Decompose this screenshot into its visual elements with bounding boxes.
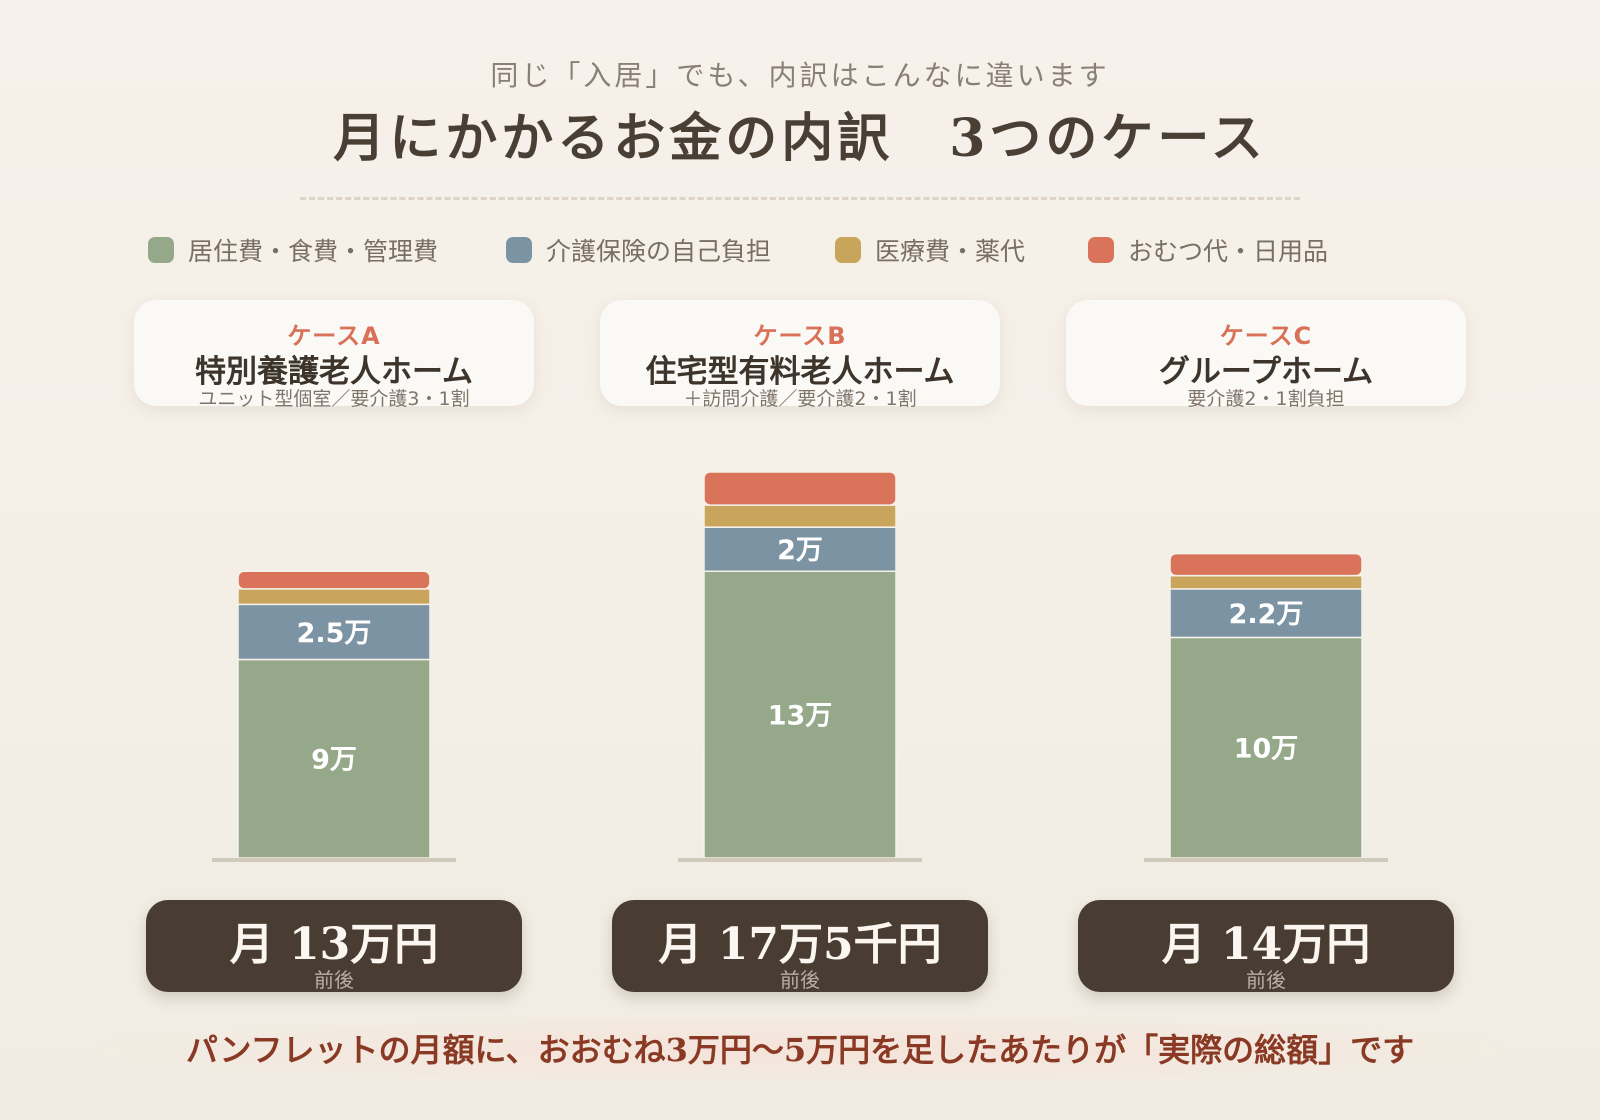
case-label: ケースA [287, 322, 381, 350]
legend-label-care: 介護保険の自己負担 [546, 237, 772, 266]
facility-name: グループホーム [1158, 354, 1374, 390]
total-note: 前後 [314, 968, 354, 992]
total-note: 前後 [780, 968, 820, 992]
divider [300, 197, 1300, 200]
baseline-a [212, 858, 456, 862]
bar-value-label-a-2: 2.5万 [297, 618, 372, 649]
legend-swatch-housing [148, 237, 174, 263]
bar-value-label-a-1: 9万 [311, 745, 357, 776]
case-label: ケースC [1219, 322, 1313, 350]
chart-subtitle: 同じ「入居」でも、内訳はこんなに違います [490, 59, 1110, 92]
total-amount: 月 13万円 [229, 919, 439, 970]
case-card-c: ケースC グループホーム 要介護2・1割負担 [1066, 300, 1466, 410]
legend-item-housing: 居住費・食費・管理費 [148, 230, 438, 270]
legend-swatch-medical [835, 237, 861, 263]
baseline-c [1144, 858, 1388, 862]
chart-title: 月にかかるお金の内訳 3つのケース [333, 108, 1267, 169]
bar-segment-b-4 [703, 471, 897, 506]
facility-detail: ＋訪問介護／要介護2・1割 [683, 388, 917, 410]
bar-segment-c-4 [1169, 552, 1363, 577]
total-amount: 月 17万5千円 [658, 919, 942, 970]
facility-name: 住宅型有料老人ホーム [645, 354, 955, 390]
bar-value-label-b-1: 13万 [768, 701, 833, 732]
bar-value-label-c-2: 2.2万 [1229, 599, 1304, 630]
bar-segment-c-2 [1169, 588, 1363, 639]
case-card-a: ケースA 特別養護老人ホーム ユニット型個室／要介護3・1割 [134, 300, 534, 410]
facility-name: 特別養護老人ホーム [194, 354, 474, 390]
bar-segment-b-1 [703, 570, 897, 859]
bar-segment-b-3 [703, 504, 897, 528]
total-box-b: 月 17万5千円 前後 [612, 900, 988, 992]
bar-segment-a-1 [237, 658, 431, 859]
bar-segment-a-3 [237, 588, 431, 606]
legend-item-diapers: おむつ代・日用品 [1088, 230, 1328, 270]
bar-segment-a-4 [237, 570, 431, 590]
bar-segment-c-3 [1169, 574, 1363, 590]
case-card-b: ケースB 住宅型有料老人ホーム ＋訪問介護／要介護2・1割 [600, 300, 1000, 410]
legend-swatch-diapers [1088, 237, 1114, 263]
baseline-b [678, 858, 922, 862]
bar-value-label-c-1: 10万 [1234, 734, 1299, 765]
bar-segment-a-2 [237, 603, 431, 661]
legend-swatch-care [506, 237, 532, 263]
case-label: ケースB [753, 322, 847, 350]
legend-item-medical: 医療費・薬代 [835, 230, 1025, 270]
bar-value-label-b-2: 2万 [777, 535, 823, 566]
legend-label-diapers: おむつ代・日用品 [1128, 237, 1329, 266]
facility-detail: ユニット型個室／要介護3・1割 [198, 388, 470, 410]
legend-item-care: 介護保険の自己負担 [506, 230, 771, 270]
total-box-a: 月 13万円 前後 [146, 900, 522, 992]
legend-label-housing: 居住費・食費・管理費 [188, 237, 439, 266]
legend: 居住費・食費・管理費 介護保険の自己負担 医療費・薬代 おむつ代・日用品 [0, 230, 1600, 270]
facility-detail: 要介護2・1割負担 [1187, 388, 1345, 410]
bar-segment-c-1 [1169, 636, 1363, 859]
footnote: パンフレットの月額に、おおむね3万円〜5万円を足したあたりが「実際の総額」です [100, 1015, 1500, 1085]
bar-segment-b-2 [703, 526, 897, 573]
total-amount: 月 14万円 [1161, 919, 1371, 970]
total-box-c: 月 14万円 前後 [1078, 900, 1454, 992]
legend-label-medical: 医療費・薬代 [875, 237, 1026, 266]
total-note: 前後 [1246, 968, 1286, 992]
